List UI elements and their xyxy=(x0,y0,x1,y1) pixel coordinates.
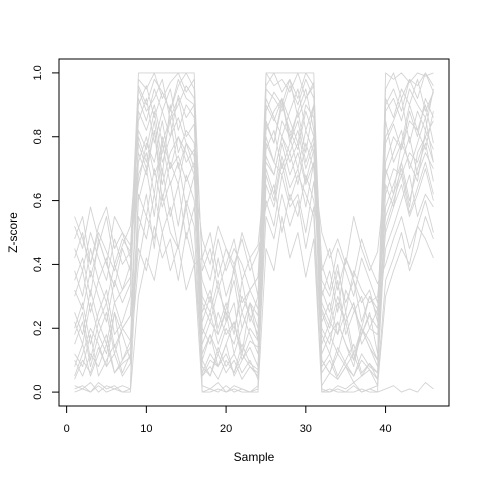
y-axis: 0.0 0.2 0.4 0.6 0.8 1.0 xyxy=(32,65,60,400)
series-line-20 xyxy=(74,174,434,368)
series-lines xyxy=(74,72,434,393)
x-axis-label: Sample xyxy=(234,450,275,464)
x-tick-label: 30 xyxy=(300,423,312,435)
x-axis: 0 10 20 30 40 xyxy=(64,405,392,435)
series-line-18 xyxy=(74,129,434,355)
y-tick-label: 0.4 xyxy=(32,257,44,272)
x-tick-label: 10 xyxy=(140,423,152,435)
y-tick-label: 0.2 xyxy=(32,321,44,336)
y-tick-label: 0.6 xyxy=(32,193,44,208)
x-tick-label: 20 xyxy=(220,423,232,435)
x-tick-label: 40 xyxy=(379,423,391,435)
y-tick-label: 0.0 xyxy=(32,384,44,399)
series-line-22 xyxy=(74,155,434,380)
series-line-13 xyxy=(74,216,434,393)
y-tick-label: 0.8 xyxy=(32,129,44,144)
series-line-21 xyxy=(74,72,434,387)
series-line-8 xyxy=(74,161,434,393)
x-tick-label: 0 xyxy=(64,423,70,435)
y-tick-label: 1.0 xyxy=(32,65,44,80)
series-line-14 xyxy=(74,117,434,272)
y-axis-label: Z-score xyxy=(6,212,20,253)
